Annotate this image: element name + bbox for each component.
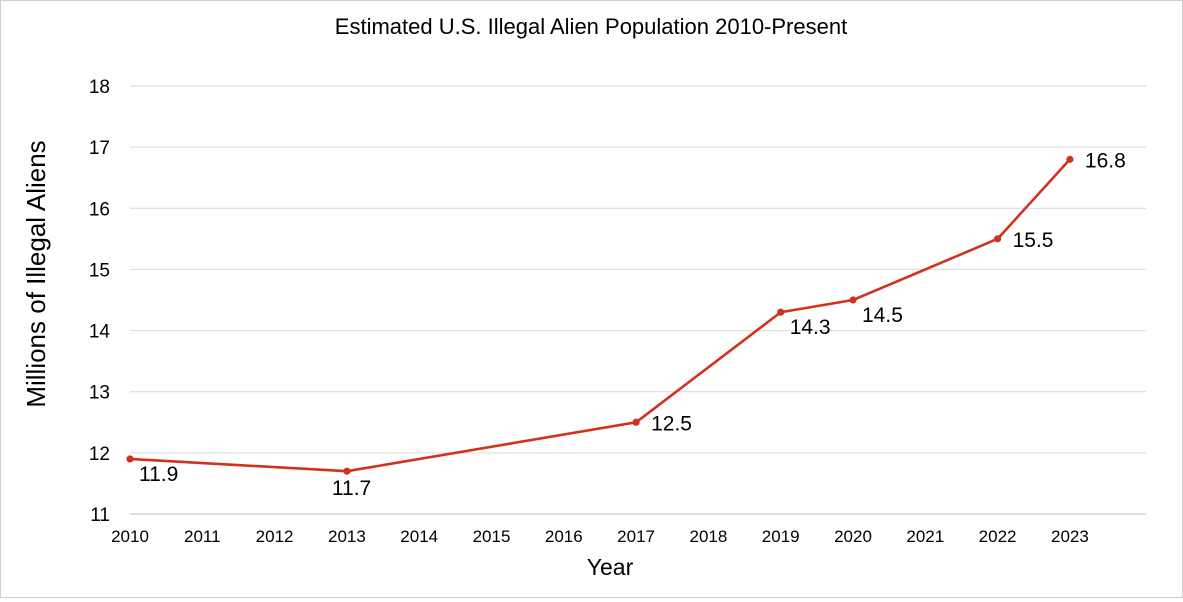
- data-point: [1066, 155, 1074, 163]
- data-point: [632, 418, 640, 426]
- x-tick-label: 2022: [979, 527, 1017, 546]
- data-point: [343, 467, 351, 475]
- y-tick-label: 14: [89, 322, 111, 343]
- y-tick-label: 17: [89, 138, 110, 159]
- x-tick-label: 2020: [834, 527, 872, 546]
- series-line: [128, 158, 1072, 473]
- data-label: 15.5: [1013, 229, 1054, 252]
- x-tick-label: 2017: [617, 527, 655, 546]
- x-tick-label: 2021: [906, 527, 944, 546]
- y-tick-label: 13: [89, 383, 110, 404]
- x-axis-title: Year: [587, 554, 634, 580]
- y-tick-label: 15: [89, 260, 110, 281]
- x-tick-label: 2014: [400, 527, 438, 546]
- x-tick-label: 2011: [184, 527, 221, 546]
- gridlines: [130, 85, 1146, 515]
- x-tick-label: 2019: [762, 527, 800, 546]
- y-tick-label: 18: [89, 77, 110, 98]
- x-tick-label: 2013: [328, 527, 366, 546]
- data-label: 14.5: [862, 304, 903, 327]
- data-label: 11.7: [332, 477, 371, 500]
- data-label: 12.5: [651, 412, 692, 435]
- data-point: [994, 235, 1002, 243]
- x-tick-label: 2010: [111, 527, 149, 546]
- data-point: [777, 308, 785, 316]
- data-point: [126, 455, 134, 463]
- data-point: [849, 296, 857, 304]
- x-tick-label: 2016: [545, 527, 583, 546]
- y-axis-tick-labels: 11 12 13 14 15 16 17 18: [89, 77, 111, 526]
- y-tick-label: 11: [90, 505, 110, 526]
- data-label: 16.8: [1085, 149, 1126, 172]
- data-label: 11.9: [139, 463, 178, 486]
- x-tick-label: 2018: [689, 527, 727, 546]
- x-axis-tick-labels: 2010 2011 2012 2013 2014 2015 2016 2017 2018 2019…: [111, 527, 1089, 546]
- y-tick-label: 16: [89, 199, 110, 220]
- y-axis-title: Millions of Illegal Aliens: [21, 140, 51, 407]
- x-tick-label: 2015: [473, 527, 511, 546]
- data-label: 14.3: [790, 316, 831, 339]
- x-tick-label: 2023: [1051, 527, 1089, 546]
- chart-title: Estimated U.S. Illegal Alien Population …: [335, 14, 847, 39]
- x-tick-label: 2012: [256, 527, 294, 546]
- y-tick-label: 12: [89, 444, 110, 465]
- series-group: 11.9 11.7 12.5 14.3 14.5 15.5 16.8: [126, 149, 1126, 500]
